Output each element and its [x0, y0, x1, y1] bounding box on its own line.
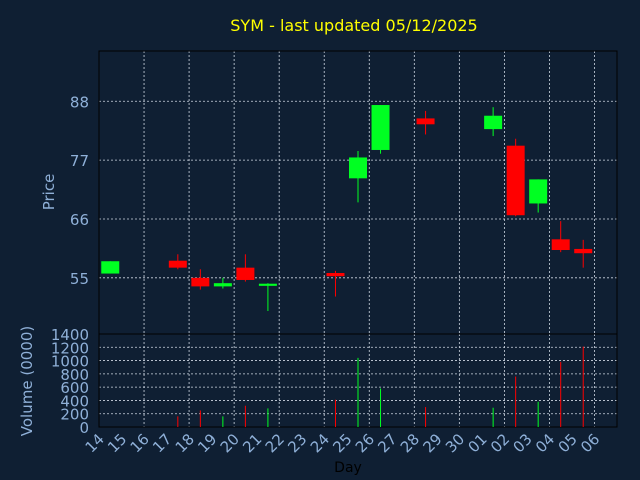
price-tick-labels: 55 66 77 88: [70, 93, 89, 288]
volume-tick-label: 400: [60, 392, 89, 410]
volume-tick-label: 200: [60, 406, 89, 424]
volume-tick-label: 1200: [51, 339, 89, 357]
price-tick-label: 66: [70, 211, 89, 229]
price-tick-label: 77: [70, 152, 89, 170]
day-tick-labels: 1415161718192021222324252627282930010203…: [82, 430, 604, 456]
candle-body: [416, 118, 435, 125]
volume-bars: [177, 346, 584, 427]
volume-tick-label: 1000: [51, 353, 89, 371]
candle-body: [574, 248, 593, 254]
volume-gridlines: [99, 333, 617, 428]
volume-tick-label: 1400: [51, 326, 89, 344]
chart-title: SYM - last updated 05/12/2025: [230, 16, 477, 35]
volume-axis-label: Volume (0000): [18, 326, 36, 436]
candle-body: [191, 277, 210, 287]
candle-body: [213, 283, 232, 287]
candle-body: [258, 283, 277, 286]
day-tick-label: 06: [577, 430, 603, 456]
volume-tick-label: 800: [60, 366, 89, 384]
volume-tick-label: 600: [60, 379, 89, 397]
candle-body: [529, 179, 548, 204]
price-tick-label: 88: [70, 93, 89, 111]
price-axis-label: Price: [40, 174, 58, 211]
candle-body: [506, 145, 525, 216]
x-axis-label: Day: [334, 460, 362, 476]
price-gridlines: [99, 51, 617, 334]
candle-body: [349, 157, 367, 179]
candles: [101, 105, 593, 311]
volume-tick-label: 0: [79, 419, 89, 437]
candle-body: [101, 261, 120, 274]
price-tick-label: 55: [70, 270, 89, 288]
candle-body: [551, 239, 570, 251]
candle-body: [236, 267, 255, 280]
candle-body: [168, 260, 187, 268]
candle-body: [484, 115, 503, 130]
candle-body: [326, 273, 345, 277]
candle-body: [371, 105, 390, 150]
